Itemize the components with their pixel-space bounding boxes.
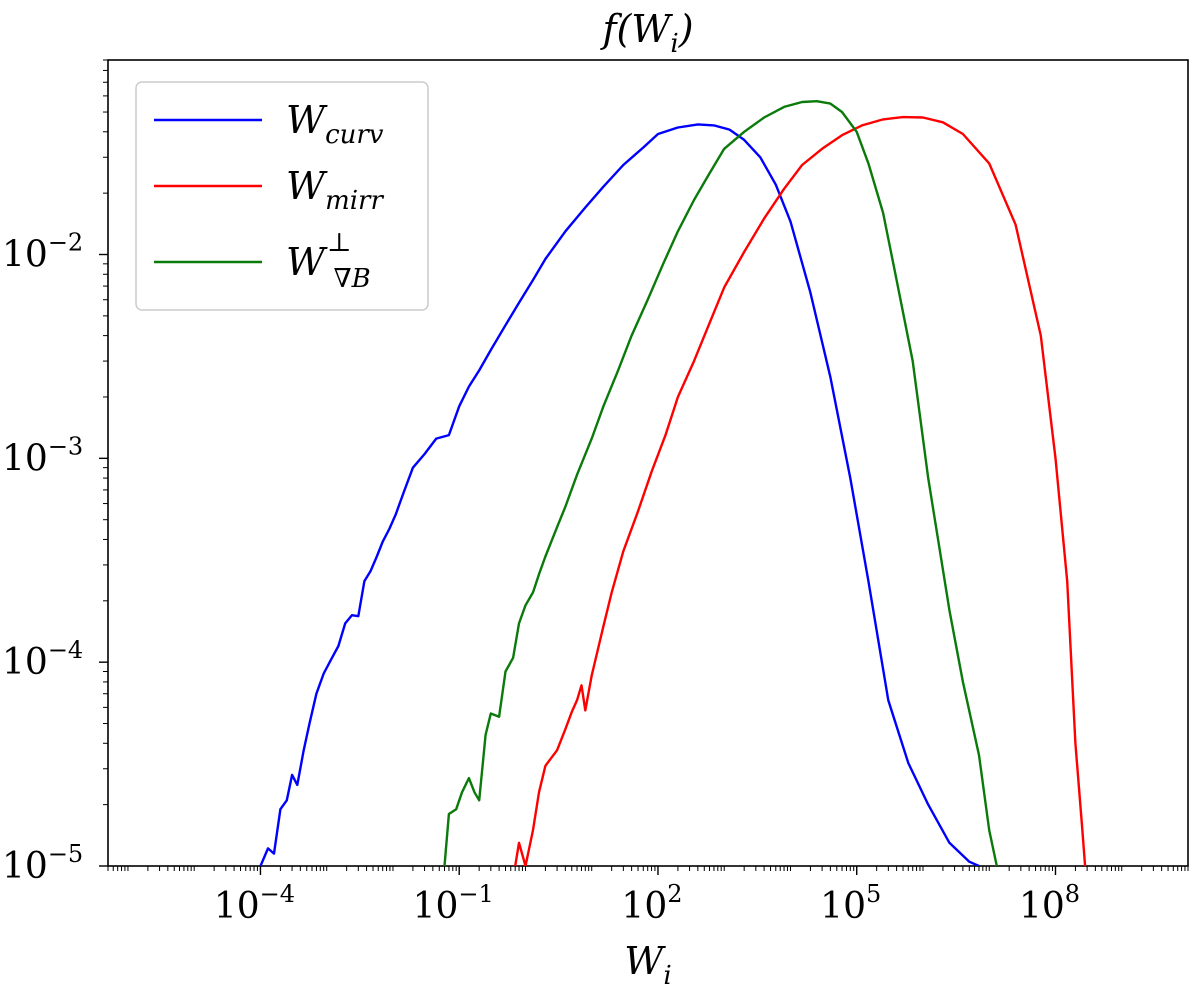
legend-label-mirr: Wmirr <box>286 164 384 216</box>
legend-label-curv: Wcurv <box>286 98 384 150</box>
y-tick-label: 10−4 <box>2 636 83 683</box>
legend-label-gradb: W⊥ ∇B <box>286 228 371 294</box>
x-axis-label: Wi <box>624 939 671 988</box>
series-line-w-mirr <box>514 115 1087 866</box>
y-tick-label: 10−3 <box>2 432 83 479</box>
legend-box <box>135 81 429 311</box>
x-tick-label: 108 <box>1019 880 1080 927</box>
legend: Wcurv Wmirr W⊥ ∇B <box>135 81 429 311</box>
chart-title: f(Wi) <box>599 7 693 59</box>
series-group <box>259 99 1087 866</box>
x-tick-label: 10−1 <box>413 880 494 927</box>
x-tick-label: 10−4 <box>214 880 295 927</box>
y-tick-label: 10−2 <box>2 229 83 276</box>
x-axis: 10−4 10−1 102 105 108 <box>107 866 1189 927</box>
y-axis: 10−5 10−4 10−3 10−2 <box>2 59 108 887</box>
series-line-w-curv <box>259 123 980 866</box>
x-tick-label: 105 <box>820 880 881 927</box>
y-tick-label: 10−5 <box>2 840 83 887</box>
x-tick-label: 102 <box>621 880 682 927</box>
series-line-w-perp-gradb <box>443 99 998 866</box>
